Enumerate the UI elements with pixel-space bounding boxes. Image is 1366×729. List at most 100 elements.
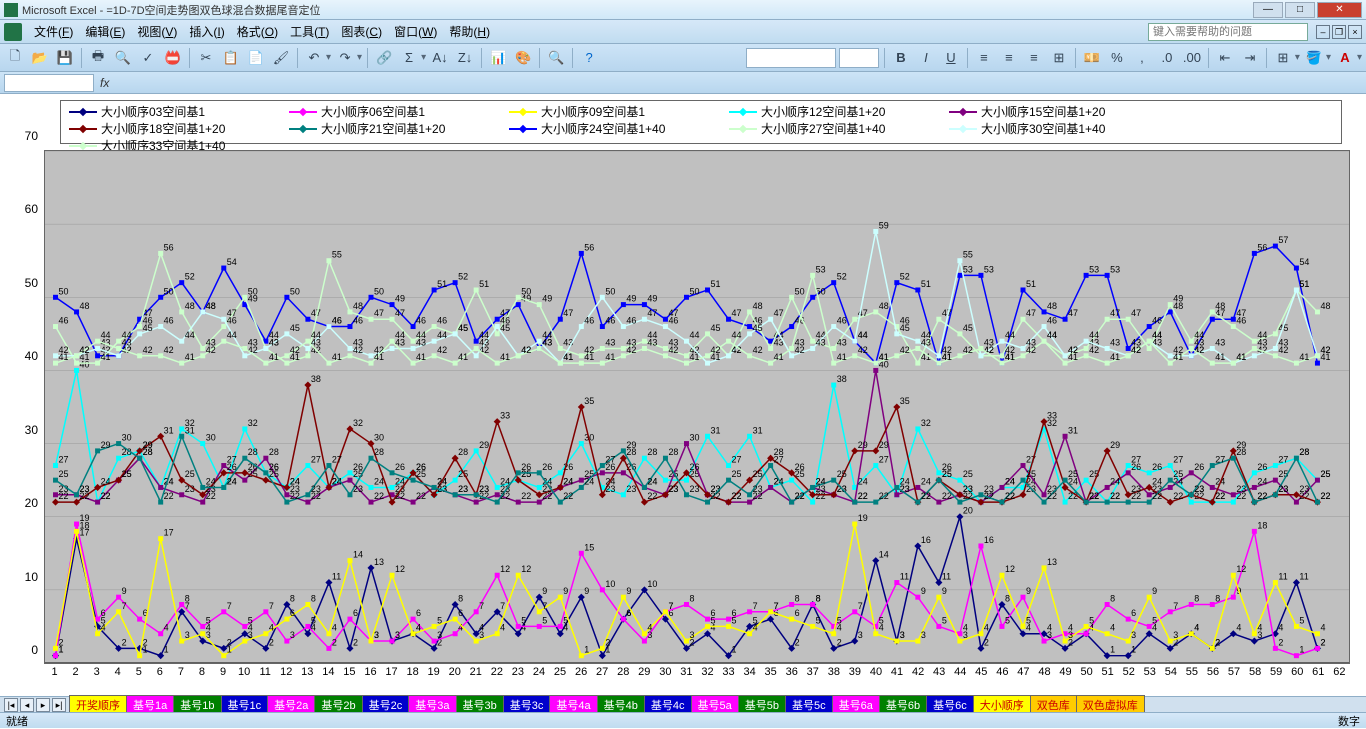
- name-box[interactable]: [4, 74, 94, 92]
- svg-text:28: 28: [269, 447, 279, 457]
- svg-text:3: 3: [1068, 630, 1073, 640]
- svg-text:28: 28: [143, 447, 153, 457]
- maximize-button[interactable]: □: [1285, 2, 1315, 18]
- svg-text:28: 28: [374, 447, 384, 457]
- svg-text:46: 46: [437, 316, 447, 326]
- svg-text:8: 8: [185, 594, 190, 604]
- svg-text:53: 53: [816, 264, 826, 274]
- svg-text:45: 45: [753, 323, 763, 333]
- menu-item[interactable]: 帮助(H): [443, 21, 496, 42]
- align-left-icon[interactable]: ≡: [973, 47, 995, 69]
- hyperlink-icon[interactable]: 🔗: [373, 47, 395, 69]
- tab-first-icon[interactable]: |◂: [4, 698, 18, 712]
- menu-item[interactable]: 插入(I): [183, 21, 230, 42]
- tab-last-icon[interactable]: ▸|: [52, 698, 66, 712]
- svg-text:8: 8: [816, 594, 821, 604]
- size-select[interactable]: [839, 48, 879, 68]
- svg-text:48: 48: [353, 301, 363, 311]
- svg-text:8: 8: [795, 594, 800, 604]
- svg-text:41: 41: [1173, 352, 1183, 362]
- save-icon[interactable]: 💾: [54, 47, 76, 69]
- svg-text:50: 50: [290, 286, 300, 296]
- svg-text:28: 28: [248, 447, 258, 457]
- doc-minimize[interactable]: –: [1316, 25, 1330, 39]
- align-center-icon[interactable]: ≡: [998, 47, 1020, 69]
- inc-decimal-icon[interactable]: .0: [1156, 47, 1178, 69]
- window-controls: — □ ✕: [1253, 2, 1362, 18]
- sort-asc-icon[interactable]: A↓: [429, 47, 451, 69]
- svg-text:20: 20: [963, 506, 973, 516]
- print-icon[interactable]: 🖶: [87, 47, 109, 69]
- menu-item[interactable]: 窗口(W): [388, 21, 443, 42]
- svg-text:51: 51: [921, 279, 931, 289]
- menu-item[interactable]: 格式(O): [231, 21, 284, 42]
- help-input[interactable]: [1148, 23, 1308, 41]
- svg-text:28: 28: [1236, 447, 1246, 457]
- merge-icon[interactable]: ⊞: [1048, 47, 1070, 69]
- new-icon[interactable]: 🗋: [4, 47, 26, 69]
- doc-close[interactable]: ×: [1348, 25, 1362, 39]
- app-icon[interactable]: [4, 23, 22, 41]
- svg-text:11: 11: [1299, 572, 1308, 582]
- fx-icon[interactable]: fx: [100, 76, 109, 90]
- sum-icon[interactable]: Σ: [398, 47, 420, 69]
- svg-text:23: 23: [605, 484, 615, 494]
- dec-indent-icon[interactable]: ⇤: [1214, 47, 1236, 69]
- menu-item[interactable]: 视图(V): [131, 21, 183, 42]
- align-right-icon[interactable]: ≡: [1023, 47, 1045, 69]
- svg-text:42: 42: [963, 345, 973, 355]
- underline-icon[interactable]: U: [940, 47, 962, 69]
- svg-text:23: 23: [668, 484, 678, 494]
- svg-text:47: 47: [774, 308, 784, 318]
- currency-icon[interactable]: 💴: [1081, 47, 1103, 69]
- italic-icon[interactable]: I: [915, 47, 937, 69]
- minimize-button[interactable]: —: [1253, 2, 1283, 18]
- svg-text:47: 47: [1026, 308, 1036, 318]
- paste-icon[interactable]: 📄: [245, 47, 267, 69]
- legend-item: 大小顺序30空间基1+40: [949, 120, 1169, 137]
- dec-decimal-icon[interactable]: .00: [1181, 47, 1203, 69]
- menu-item[interactable]: 编辑(E): [79, 21, 131, 42]
- tab-next-icon[interactable]: ▸: [36, 698, 50, 712]
- borders-icon[interactable]: ⊞: [1272, 47, 1294, 69]
- sort-desc-icon[interactable]: Z↓: [454, 47, 476, 69]
- svg-text:3: 3: [689, 630, 694, 640]
- undo-icon[interactable]: ↶: [303, 47, 325, 69]
- doc-restore[interactable]: ❐: [1332, 25, 1346, 39]
- font-color-icon[interactable]: A: [1334, 47, 1356, 69]
- svg-text:38: 38: [311, 374, 321, 384]
- cut-icon[interactable]: ✂: [195, 47, 217, 69]
- svg-text:1: 1: [227, 645, 232, 655]
- svg-text:47: 47: [374, 308, 384, 318]
- redo-icon[interactable]: ↷: [334, 47, 356, 69]
- inc-indent-icon[interactable]: ⇥: [1239, 47, 1261, 69]
- svg-text:22: 22: [1257, 491, 1267, 501]
- spell-icon[interactable]: ✓: [137, 47, 159, 69]
- preview-icon[interactable]: 🔍: [112, 47, 134, 69]
- font-select[interactable]: [746, 48, 836, 68]
- tab-prev-icon[interactable]: ◂: [20, 698, 34, 712]
- copy-icon[interactable]: 📋: [220, 47, 242, 69]
- legend-item: 大小顺序06空间基1: [289, 103, 509, 120]
- svg-text:11: 11: [900, 572, 909, 582]
- chart-icon[interactable]: 📊: [487, 47, 509, 69]
- menu-item[interactable]: 图表(C): [335, 21, 388, 42]
- percent-icon[interactable]: %: [1106, 47, 1128, 69]
- menu-item[interactable]: 工具(T): [284, 21, 335, 42]
- format-painter-icon[interactable]: 🖌: [270, 47, 292, 69]
- help-icon[interactable]: ?: [578, 47, 600, 69]
- comma-icon[interactable]: ,: [1131, 47, 1153, 69]
- drawing-icon[interactable]: 🎨: [512, 47, 534, 69]
- zoom-icon[interactable]: 🔍: [545, 47, 567, 69]
- y-axis: 010203040506070: [0, 150, 42, 664]
- fill-color-icon[interactable]: 🪣: [1303, 47, 1325, 69]
- svg-text:46: 46: [353, 316, 363, 326]
- bold-icon[interactable]: B: [890, 47, 912, 69]
- svg-text:43: 43: [269, 338, 279, 348]
- close-button[interactable]: ✕: [1317, 2, 1362, 18]
- svg-text:31: 31: [753, 425, 763, 435]
- research-icon[interactable]: 📛: [162, 47, 184, 69]
- menu-item[interactable]: 文件(F): [28, 21, 79, 42]
- open-icon[interactable]: 📂: [29, 47, 51, 69]
- svg-text:5: 5: [1089, 615, 1094, 625]
